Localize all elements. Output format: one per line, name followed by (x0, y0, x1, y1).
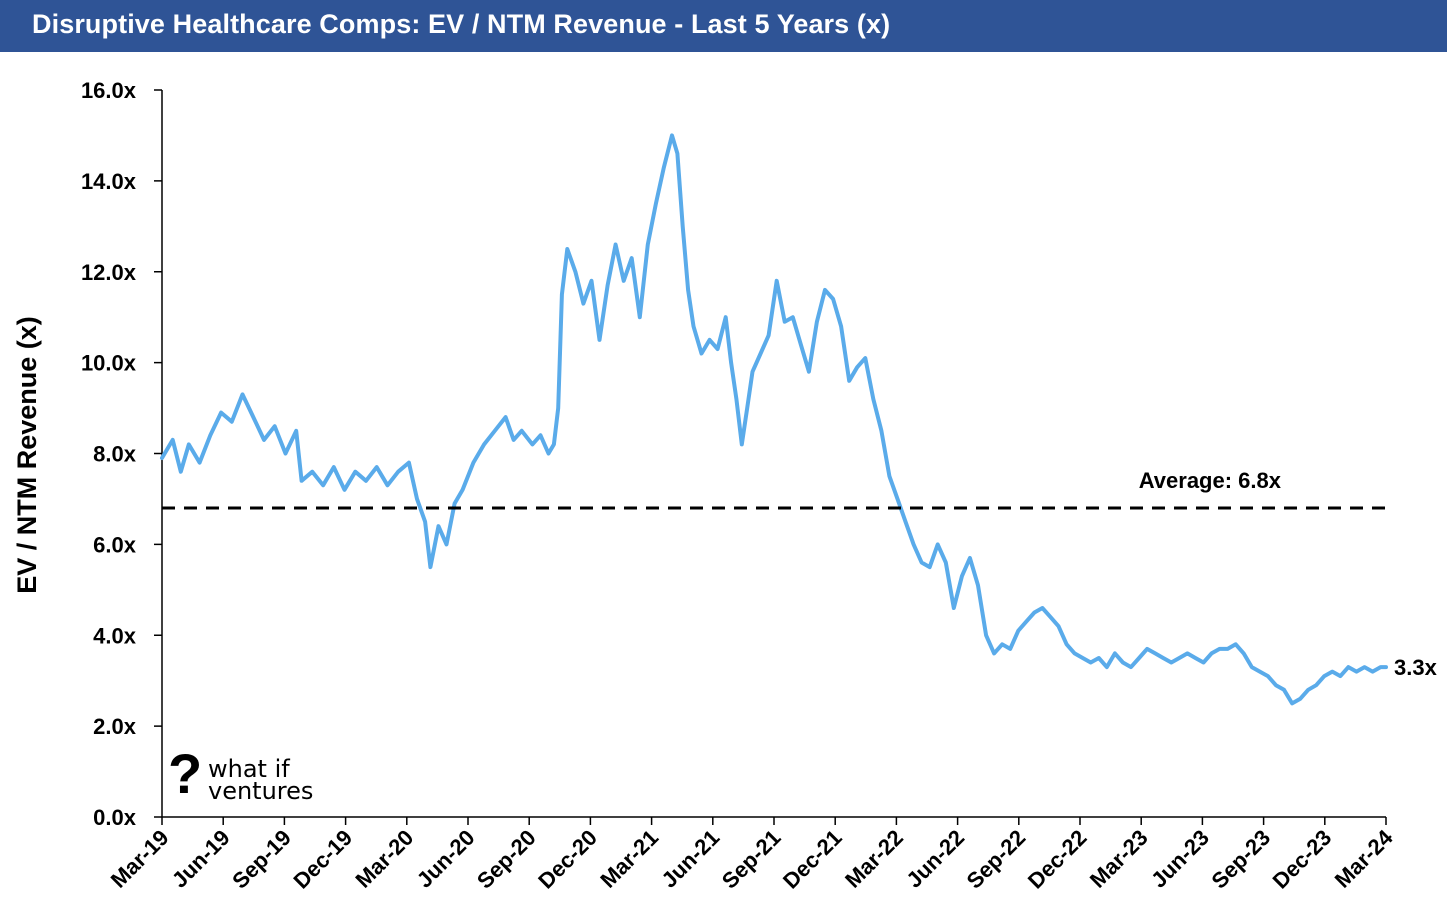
y-tick-label: 10.0x (81, 351, 137, 376)
x-tick-label: Mar-23 (1085, 825, 1153, 893)
logo-wordmark: what if ventures (208, 755, 314, 805)
title-bar: Disruptive Healthcare Comps: EV / NTM Re… (0, 0, 1447, 52)
question-mark-icon: ? (168, 742, 203, 805)
x-tick-label: Sep-22 (962, 825, 1031, 894)
y-tick-label: 12.0x (81, 260, 137, 285)
x-tick-label: Jun-19 (167, 825, 235, 893)
x-tick-label: Sep-21 (717, 825, 786, 894)
x-tick-label: Jun-23 (1146, 825, 1214, 893)
x-tick-label: Dec-22 (1023, 825, 1092, 894)
x-tick-label: Mar-21 (595, 825, 663, 893)
x-tick-label: Sep-23 (1206, 825, 1275, 894)
y-tick-label: 4.0x (93, 623, 137, 648)
y-axis: 0.0x 2.0x 4.0x 6.0x 8.0x 10.0x 12.0x 14.0x 16.0x (81, 78, 163, 830)
annotation-layer: Average: 6.8x 3.3x (162, 468, 1438, 680)
x-tick-label: Jun-21 (657, 825, 725, 893)
x-tick-label: Dec-19 (288, 825, 357, 894)
what-if-ventures-logo: ? what if ventures (168, 746, 328, 812)
x-axis: Mar-19Jun-19Sep-19Dec-19Mar-20Jun-20Sep-… (106, 816, 1398, 894)
x-tick-label: Dec-21 (778, 825, 847, 894)
average-label: Average: 6.8x (1139, 468, 1282, 493)
y-tick-label: 6.0x (93, 532, 137, 557)
logo-line-1: what if (208, 755, 290, 783)
series-line-ev-ntm-revenue (160, 133, 1388, 706)
x-tick-label: Mar-24 (1330, 824, 1398, 892)
y-tick-label: 8.0x (93, 442, 137, 467)
y-tick-label: 2.0x (93, 714, 137, 739)
x-tick-label: Mar-22 (840, 825, 908, 893)
end-value-label: 3.3x (1394, 655, 1438, 680)
logo-line-2: ventures (208, 777, 314, 805)
y-axis-label: EV / NTM Revenue (x) (12, 316, 42, 594)
x-tick-label: Jun-22 (901, 825, 969, 893)
x-tick-label: Dec-23 (1268, 825, 1337, 894)
x-tick-label: Mar-20 (351, 825, 419, 893)
y-tick-label: 0.0x (93, 805, 137, 830)
x-tick-label: Sep-19 (227, 825, 296, 894)
x-tick-label: Sep-20 (472, 825, 541, 894)
x-tick-label: Jun-20 (412, 825, 480, 893)
x-tick-label: Dec-20 (533, 825, 602, 894)
y-tick-label: 16.0x (81, 78, 137, 103)
chart-title: Disruptive Healthcare Comps: EV / NTM Re… (32, 9, 891, 39)
series-layer (160, 133, 1388, 706)
y-tick-label: 14.0x (81, 169, 137, 194)
x-tick-label: Mar-19 (106, 825, 174, 893)
